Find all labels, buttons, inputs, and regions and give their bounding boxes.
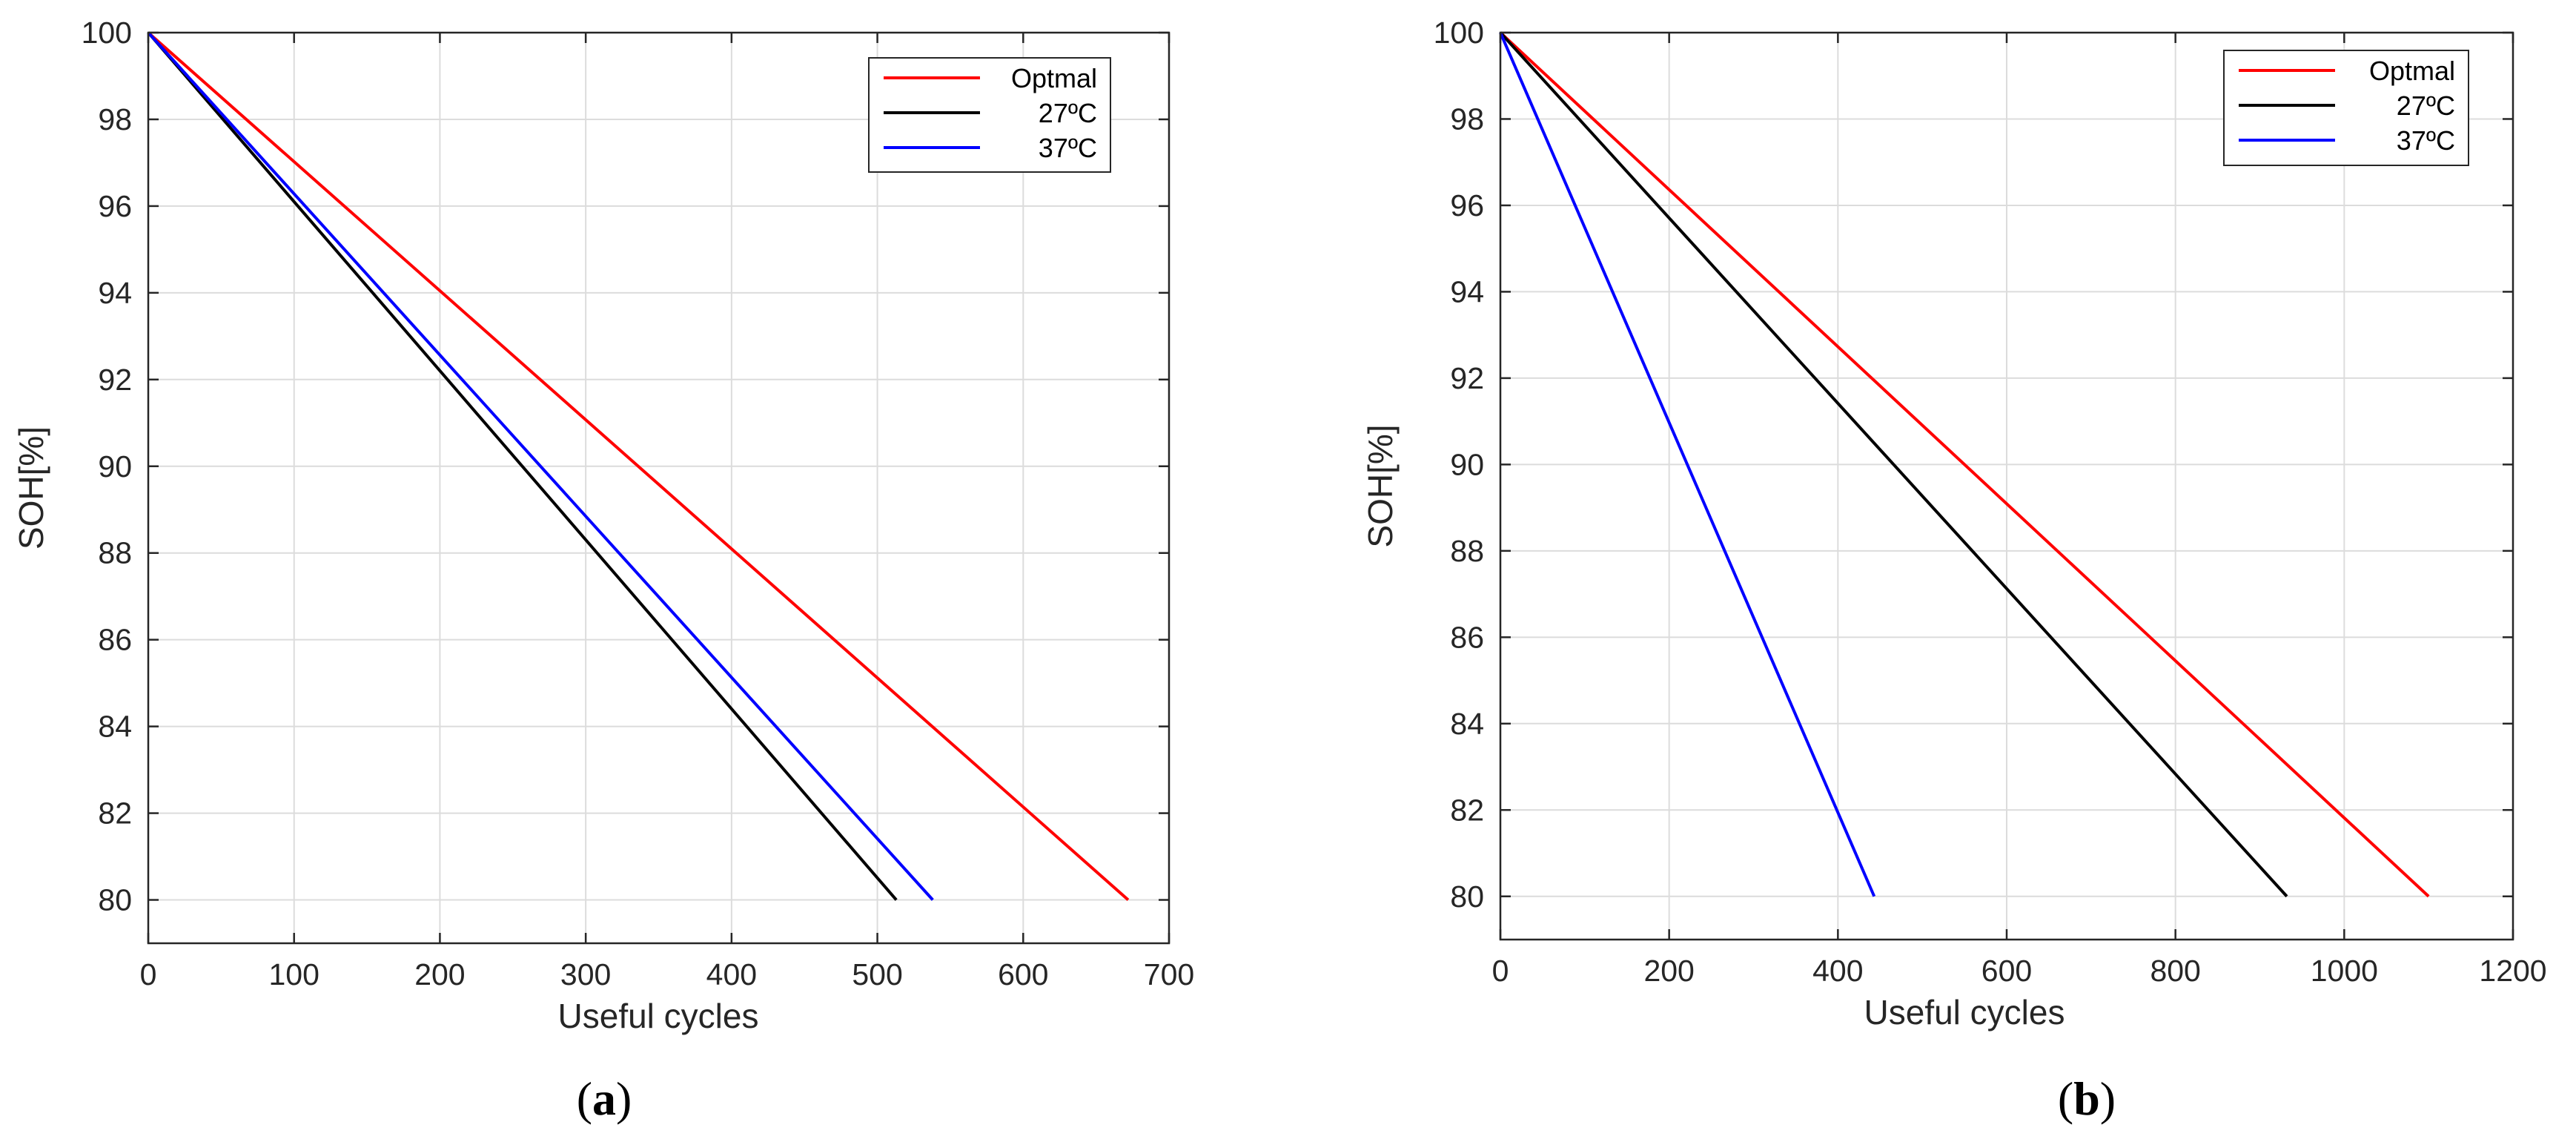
chart-a-xtick-label-0: 0 <box>140 957 157 991</box>
chart-a-xtick-label-4: 400 <box>706 957 757 991</box>
chart-b-ytick-label-0: 80 <box>1450 879 1484 914</box>
chart-b-ytick-label-7: 94 <box>1450 274 1484 308</box>
chart-b-xtick-label-1: 200 <box>1643 954 1694 988</box>
chart-b-xtick-label-5: 1000 <box>2311 954 2378 988</box>
caption-b-letter: b <box>2073 1072 2100 1125</box>
chart-a-ytick-label-4: 88 <box>98 536 132 570</box>
chart-panel-a: 0 100 200 300 400 500 600 700 80 82 84 86 88 90 92 94 96… <box>12 16 1194 1126</box>
chart-b-legend-label-2: 37ºC <box>2397 125 2455 156</box>
chart-b-ytick-label-2: 84 <box>1450 707 1484 741</box>
chart-a-ytick-label-8: 96 <box>98 189 132 223</box>
chart-b-xtick-label-0: 0 <box>1492 954 1509 988</box>
chart-b-series-0 <box>1499 31 2430 898</box>
chart-b-ytick-label-6: 92 <box>1450 361 1484 395</box>
chart-b-legend-label-1: 27ºC <box>2397 90 2455 121</box>
chart-b-xtick-label-4: 800 <box>2150 954 2200 988</box>
chart-a-ytick-label-1: 82 <box>98 796 132 831</box>
chart-a-ytick-label-2: 84 <box>98 710 132 744</box>
chart-a-ytick-label-7: 94 <box>98 276 132 310</box>
chart-a-series-0 <box>147 31 1130 902</box>
chart-b-ytick-label-4: 88 <box>1450 534 1484 568</box>
caption-b: (b) <box>2058 1072 2116 1126</box>
chart-a-xtick-label-6: 600 <box>998 957 1048 991</box>
chart-b-ytick-label-1: 82 <box>1450 793 1484 827</box>
chart-a-axes-box <box>147 31 1171 945</box>
chart-b-ytick-label-8: 96 <box>1450 188 1484 222</box>
caption-a: (a) <box>577 1072 632 1126</box>
caption-b-close: ) <box>2099 1072 2116 1125</box>
chart-a-svg: 0 100 200 300 400 500 600 700 80 82 84 86 88 90 92 94 96… <box>12 16 1194 1035</box>
chart-b-xlabel: Useful cycles <box>1864 993 2065 1032</box>
chart-a-xlabel: Useful cycles <box>558 997 759 1035</box>
chart-a-xtick-label-2: 200 <box>414 957 465 991</box>
chart-a-xtick-label-3: 300 <box>560 957 611 991</box>
caption-a-close: ) <box>616 1072 632 1125</box>
chart-a-legend-label-0: Optmal <box>1011 63 1097 93</box>
chart-a-series-2 <box>147 31 934 901</box>
chart-b-xtick-label-6: 1200 <box>2479 954 2546 988</box>
chart-b-series-2 <box>1499 32 1876 897</box>
chart-a-xtick-label-7: 700 <box>1144 957 1194 991</box>
chart-b-ytick-label-9: 98 <box>1450 102 1484 136</box>
chart-a-legend-label-2: 37ºC <box>1039 133 1097 163</box>
caption-a-letter: a <box>592 1072 616 1125</box>
chart-a-xtick-label-5: 500 <box>852 957 902 991</box>
chart-b-svg: 0 200 400 600 800 1000 1200 80 82 84 86 88 90 92 94 96 9… <box>1361 16 2547 1032</box>
chart-a-ytick-label-9: 98 <box>98 102 132 136</box>
chart-a-ytick-label-5: 90 <box>98 449 132 483</box>
chart-a-ytick-label-3: 86 <box>98 623 132 657</box>
chart-a-xtick-label-1: 100 <box>269 957 319 991</box>
caption-b-open: ( <box>2057 1072 2074 1125</box>
chart-a-ylabel: SOH[%] <box>12 426 50 549</box>
chart-a-ytick-label-6: 92 <box>98 363 132 397</box>
chart-a-ytick-label-0: 80 <box>98 883 132 917</box>
chart-panel-b: 0 200 400 600 800 1000 1200 80 82 84 86 88 90 92 94 96 9… <box>1288 0 2576 1142</box>
chart-b-xtick-label-3: 600 <box>1981 954 2032 988</box>
caption-a-open: ( <box>576 1072 592 1125</box>
chart-b-series-1 <box>1499 31 2288 898</box>
chart-b-xtick-label-2: 400 <box>1812 954 1863 988</box>
chart-b-ytick-label-5: 90 <box>1450 447 1484 481</box>
chart-b-ytick-label-3: 86 <box>1450 620 1484 654</box>
chart-b-legend-label-0: Optmal <box>2369 56 2455 86</box>
chart-b-ytick-label-10: 100 <box>1434 16 1484 50</box>
chart-a-ytick-label-10: 100 <box>82 16 132 50</box>
chart-a-legend-label-1: 27ºC <box>1039 98 1097 128</box>
chart-a-series-1 <box>147 31 898 901</box>
chart-b-ylabel: SOH[%] <box>1361 424 1400 547</box>
